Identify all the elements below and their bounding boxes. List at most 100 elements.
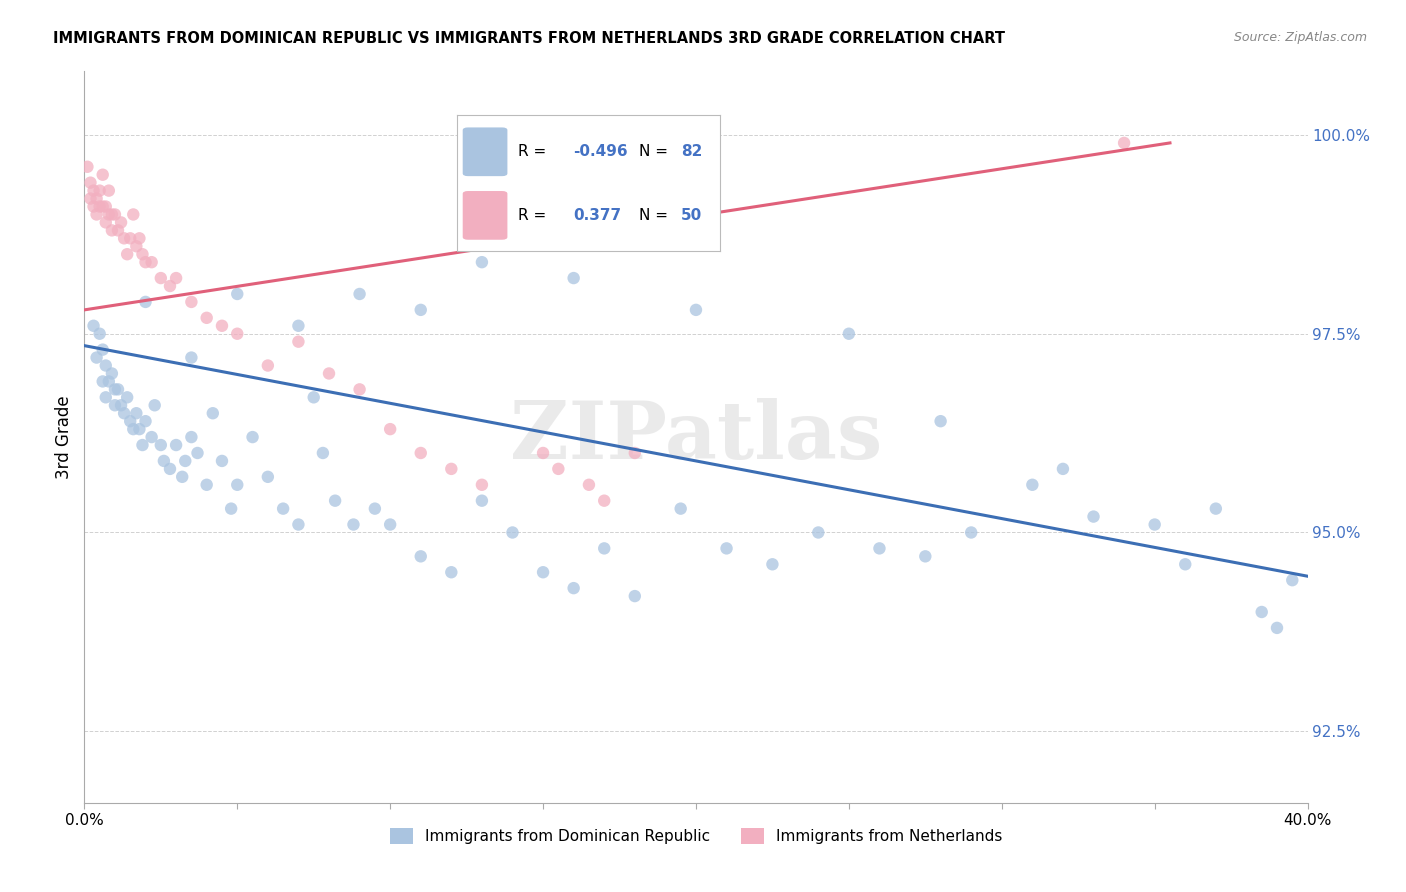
Point: [89, 326, 111, 341]
Point: [174, 454, 197, 468]
Y-axis label: 3rd Grade: 3rd Grade: [55, 395, 73, 479]
Point: [1114, 136, 1136, 150]
Point: [364, 501, 387, 516]
Point: [409, 446, 432, 460]
Legend: Immigrants from Dominican Republic, Immigrants from Netherlands: Immigrants from Dominican Republic, Immi…: [384, 822, 1008, 850]
Point: [104, 383, 127, 397]
Point: [716, 541, 738, 556]
Point: [94, 390, 117, 404]
Point: [440, 566, 463, 580]
Point: [125, 406, 148, 420]
Point: [104, 207, 127, 221]
Point: [226, 477, 249, 491]
Point: [195, 310, 218, 325]
Text: ZIPatlas: ZIPatlas: [510, 398, 882, 476]
Point: [94, 200, 117, 214]
Point: [409, 302, 432, 317]
Point: [242, 430, 264, 444]
Point: [79, 192, 101, 206]
Point: [186, 446, 208, 460]
Point: [960, 525, 983, 540]
Point: [141, 255, 163, 269]
Point: [125, 239, 148, 253]
Point: [94, 215, 117, 229]
Point: [287, 517, 309, 532]
Point: [342, 517, 364, 532]
Point: [143, 398, 166, 412]
Point: [83, 200, 105, 214]
Point: [149, 438, 172, 452]
Point: [312, 446, 335, 460]
Point: [101, 223, 124, 237]
Point: [1174, 558, 1197, 572]
Point: [135, 294, 157, 309]
Point: [107, 223, 129, 237]
Point: [1265, 621, 1288, 635]
Point: [165, 271, 187, 285]
Point: [79, 176, 101, 190]
Point: [180, 294, 202, 309]
Point: [120, 414, 142, 428]
Point: [172, 470, 194, 484]
Point: [115, 390, 138, 404]
Point: [1083, 509, 1105, 524]
Point: [110, 398, 132, 412]
Point: [302, 390, 325, 404]
Text: IMMIGRANTS FROM DOMINICAN REPUBLIC VS IMMIGRANTS FROM NETHERLANDS 3RD GRADE CORR: IMMIGRANTS FROM DOMINICAN REPUBLIC VS IM…: [53, 31, 1005, 46]
Point: [180, 351, 202, 365]
Point: [83, 318, 105, 333]
Point: [91, 375, 114, 389]
Point: [219, 501, 242, 516]
Point: [91, 343, 114, 357]
Point: [86, 192, 108, 206]
Point: [86, 207, 108, 221]
Point: [593, 493, 616, 508]
Point: [287, 334, 309, 349]
Point: [94, 359, 117, 373]
Point: [97, 207, 120, 221]
Point: [669, 501, 692, 516]
Point: [1250, 605, 1272, 619]
Point: [807, 525, 830, 540]
Point: [471, 477, 494, 491]
Point: [440, 462, 463, 476]
Point: [128, 422, 150, 436]
Point: [201, 406, 224, 420]
Point: [547, 462, 569, 476]
Point: [149, 271, 172, 285]
Point: [101, 207, 124, 221]
Point: [101, 367, 124, 381]
Point: [110, 215, 132, 229]
Point: [593, 541, 616, 556]
Point: [76, 160, 98, 174]
Text: Source: ZipAtlas.com: Source: ZipAtlas.com: [1233, 31, 1367, 45]
Point: [531, 566, 554, 580]
Point: [122, 422, 145, 436]
Point: [578, 477, 600, 491]
Point: [562, 581, 585, 595]
Point: [97, 184, 120, 198]
Point: [226, 326, 249, 341]
Point: [165, 438, 187, 452]
Point: [89, 200, 111, 214]
Point: [562, 271, 585, 285]
Point: [97, 375, 120, 389]
Point: [120, 231, 142, 245]
Point: [211, 454, 233, 468]
Point: [624, 446, 647, 460]
Point: [91, 200, 114, 214]
Point: [761, 558, 783, 572]
Point: [349, 383, 371, 397]
Point: [1052, 462, 1074, 476]
Point: [135, 255, 157, 269]
Point: [195, 477, 218, 491]
Point: [107, 383, 129, 397]
Point: [257, 470, 280, 484]
Point: [471, 493, 494, 508]
Point: [380, 422, 402, 436]
Point: [159, 279, 181, 293]
Point: [180, 430, 202, 444]
Point: [135, 414, 157, 428]
Point: [271, 501, 294, 516]
Point: [122, 207, 145, 221]
